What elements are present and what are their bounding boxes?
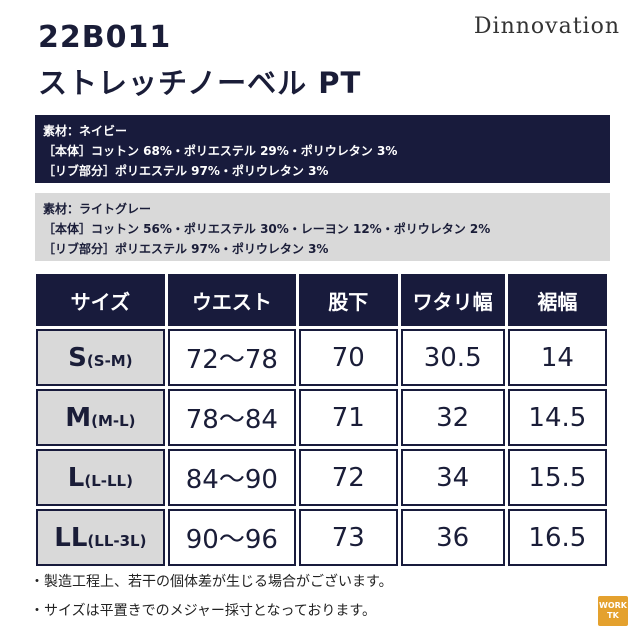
inseam-cell: 70 (298, 329, 398, 386)
size-table-header: サイズ ウエスト 股下 ワタリ幅 裾幅 (36, 274, 607, 326)
header-inseam: 股下 (298, 274, 398, 326)
size-range: (S-M) (86, 351, 133, 370)
size-cell: L(L-LL) (36, 449, 165, 506)
size-table: サイズ ウエスト 股下 ワタリ幅 裾幅 S(S-M) 72～78 70 30.5… (33, 271, 610, 569)
size-cell: S(S-M) (36, 329, 165, 386)
material-box-lightgray: 素材：ライトグレー ［本体］コットン 56%・ポリエステル 30%・レーヨン 1… (35, 193, 610, 261)
material-box-navy: 素材：ネイビー ［本体］コットン 68%・ポリエステル 29%・ポリウレタン 3… (35, 115, 610, 183)
note-item: ・製造工程上、若干の個体差が生じる場合がございます。 (30, 574, 393, 590)
material-body-line: ［本体］コットン 68%・ポリエステル 29%・ポリウレタン 3% (43, 144, 398, 158)
size-range: (L-LL) (84, 471, 133, 490)
hem-cell: 14 (507, 329, 607, 386)
brand-name: Dinnovation (473, 14, 620, 39)
thigh-cell: 30.5 (400, 329, 505, 386)
product-name: ストレッチノーベル PT (38, 66, 362, 100)
size-range: (LL-3L) (87, 531, 147, 550)
inseam-cell: 73 (298, 509, 398, 566)
material-rib-line: ［リブ部分］ポリエステル 97%・ポリウレタン 3% (43, 242, 329, 256)
waist-cell: 90～96 (167, 509, 296, 566)
header-hem-width: 裾幅 (507, 274, 607, 326)
table-row: S(S-M) 72～78 70 30.5 14 (36, 329, 607, 386)
table-row: LL(LL-3L) 90～96 73 36 16.5 (36, 509, 607, 566)
material-body-line: ［本体］コットン 56%・ポリエステル 30%・レーヨン 12%・ポリウレタン … (43, 222, 491, 236)
size-cell: LL(LL-3L) (36, 509, 165, 566)
worktk-logo-icon: WORK TK (598, 596, 628, 626)
hem-cell: 16.5 (507, 509, 607, 566)
notes: ・製造工程上、若干の個体差が生じる場合がございます。 ・サイズは平置きでのメジャ… (30, 568, 393, 626)
size-label: LL (54, 522, 88, 553)
thigh-cell: 32 (400, 389, 505, 446)
table-row: M(M-L) 78～84 71 32 14.5 (36, 389, 607, 446)
table-row: L(L-LL) 84～90 72 34 15.5 (36, 449, 607, 506)
header-size: サイズ (36, 274, 165, 326)
header-waist: ウエスト (167, 274, 296, 326)
header-thigh-width: ワタリ幅 (400, 274, 505, 326)
size-label: S (68, 342, 87, 373)
hem-cell: 15.5 (507, 449, 607, 506)
material-color-label: 素材：ネイビー (43, 124, 128, 138)
thigh-cell: 34 (400, 449, 505, 506)
inseam-cell: 72 (298, 449, 398, 506)
material-color-label: 素材：ライトグレー (43, 202, 152, 216)
waist-cell: 84～90 (167, 449, 296, 506)
size-label: L (67, 462, 85, 493)
size-range: (M-L) (91, 411, 136, 430)
hem-cell: 14.5 (507, 389, 607, 446)
inseam-cell: 71 (298, 389, 398, 446)
size-cell: M(M-L) (36, 389, 165, 446)
waist-cell: 78～84 (167, 389, 296, 446)
note-item: ・サイズは平置きでのメジャー採寸となっております。 (30, 603, 376, 619)
material-rib-line: ［リブ部分］ポリエステル 97%・ポリウレタン 3% (43, 164, 329, 178)
product-code: 22B011 (38, 20, 172, 55)
size-label: M (65, 402, 92, 433)
thigh-cell: 36 (400, 509, 505, 566)
waist-cell: 72～78 (167, 329, 296, 386)
